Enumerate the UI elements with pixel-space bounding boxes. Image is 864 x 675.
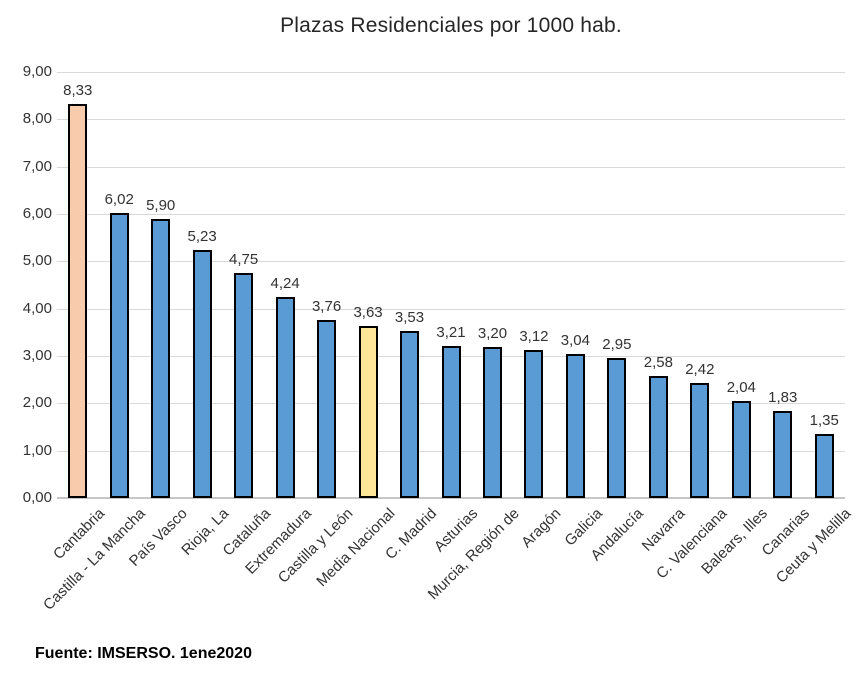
y-tick-label: 0,00	[22, 489, 52, 506]
chart-title: Plazas Residenciales por 1000 hab.	[280, 14, 622, 37]
y-tick-label: 1,00	[22, 441, 52, 459]
value-label: 1,35	[809, 412, 839, 429]
bar-catalu-a	[234, 273, 254, 498]
value-label: 3,12	[519, 328, 549, 345]
y-tick-label: 4,00	[22, 299, 52, 317]
y-tick-label: 5,00	[22, 252, 52, 270]
value-label: 3,63	[353, 304, 383, 321]
gridline	[57, 72, 845, 73]
bar-extremadura	[275, 297, 295, 498]
value-label: 2,42	[685, 361, 715, 378]
y-tick-label: 7,00	[22, 157, 52, 175]
value-label: 3,21	[436, 324, 466, 341]
gridline	[57, 308, 845, 310]
gridline	[57, 119, 845, 121]
y-tick-label: 3,00	[22, 347, 52, 364]
value-label: 2,58	[643, 354, 673, 371]
bar-rioja-la	[192, 250, 212, 498]
bar-murcia-regi-n-de	[482, 347, 502, 498]
bar-media-nacional	[358, 326, 378, 498]
plot-area	[57, 72, 845, 499]
y-tick-label: 6,00	[22, 205, 52, 222]
bar-canarias	[773, 411, 793, 498]
bar-asturias	[441, 346, 461, 498]
gridline	[57, 214, 845, 215]
x-axis-line	[57, 497, 845, 499]
source-note: Fuente: IMSERSO. 1ene2020	[35, 645, 252, 662]
value-label: 4,24	[270, 275, 300, 292]
value-label: 2,95	[602, 336, 632, 353]
value-label: 3,53	[394, 309, 425, 326]
bar-andaluc-a	[607, 358, 627, 498]
gridline	[57, 166, 845, 168]
value-label: 4,75	[229, 251, 259, 268]
value-label: 3,20	[477, 325, 508, 342]
value-label: 1,83	[768, 389, 798, 406]
value-label: 2,04	[726, 379, 756, 396]
bar-arag-n	[524, 350, 544, 498]
value-label: 6,02	[104, 191, 134, 208]
bar-balears-illes	[731, 401, 751, 498]
bar-pa-s-vasco	[151, 219, 171, 498]
bar-ceuta-y-melilla	[814, 434, 834, 498]
value-label: 5,23	[187, 228, 217, 245]
bar-castilla-y-le-n	[317, 320, 337, 498]
y-tick-label: 9,00	[22, 63, 52, 80]
y-tick-label: 2,00	[22, 394, 52, 412]
y-tick-label: 8,00	[22, 110, 52, 128]
bar-galicia	[565, 354, 585, 498]
x-tick-label: Aragón	[517, 505, 564, 552]
value-label: 3,76	[311, 298, 342, 315]
gridline	[57, 261, 845, 263]
value-label: 5,90	[146, 197, 176, 214]
bar-castilla-la-mancha	[109, 213, 129, 498]
bar-c-valenciana	[690, 383, 710, 498]
bar-c-madrid	[400, 331, 420, 498]
bar-cantabria	[68, 104, 88, 498]
bar-navarra	[648, 376, 668, 498]
x-tick-label: Ceuta y Melilla	[772, 505, 855, 587]
value-label: 8,33	[63, 82, 93, 99]
value-label: 3,04	[560, 332, 590, 349]
